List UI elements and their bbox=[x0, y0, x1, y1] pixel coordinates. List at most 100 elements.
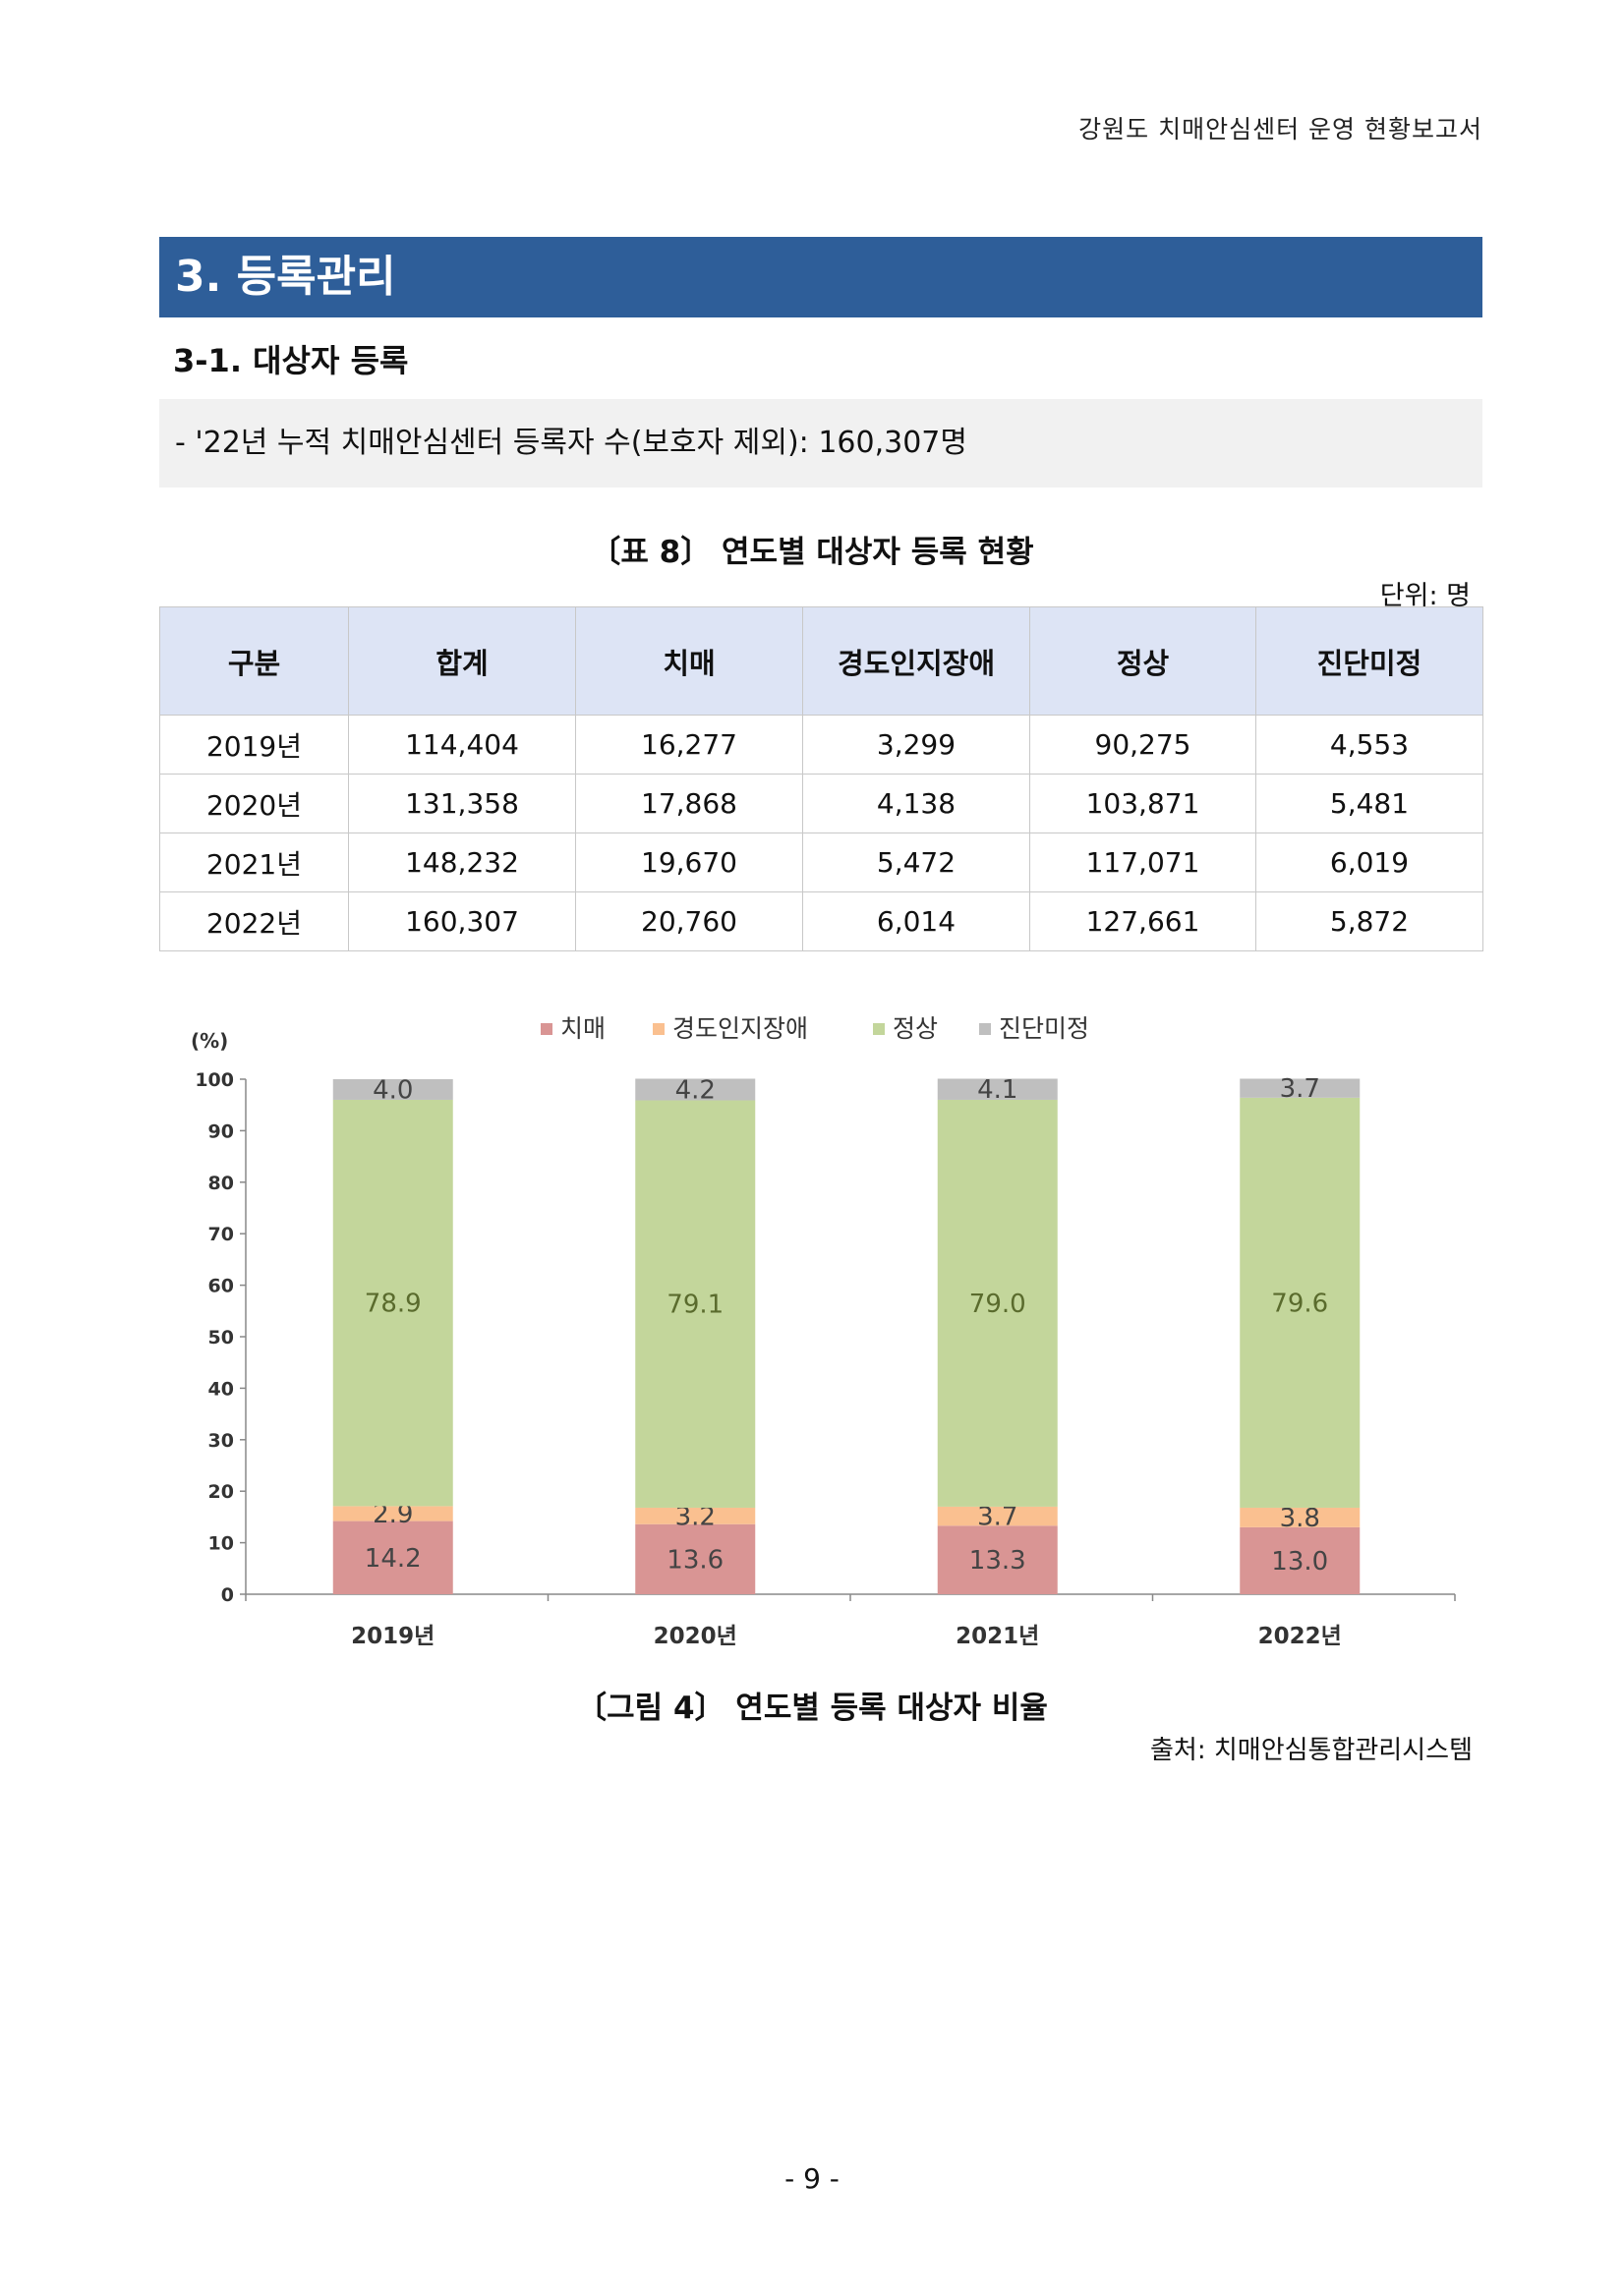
legend-label: 진단미정 bbox=[999, 1014, 1089, 1043]
data-label: 79.1 bbox=[667, 1291, 724, 1320]
table-cell: 103,871 bbox=[1029, 774, 1256, 833]
header-cell-undiagnosed: 진단미정 bbox=[1255, 606, 1483, 716]
data-label: 4.2 bbox=[675, 1075, 716, 1105]
bar-segment bbox=[635, 1100, 756, 1508]
legend-label: 치매 bbox=[560, 1014, 606, 1043]
data-label: 79.0 bbox=[969, 1290, 1026, 1319]
table-cell: 6,019 bbox=[1255, 832, 1483, 892]
y-tick-label: 20 bbox=[208, 1481, 234, 1503]
y-axis-label: (%) bbox=[191, 1029, 228, 1053]
header-cell-normal: 정상 bbox=[1029, 606, 1256, 716]
data-label: 4.1 bbox=[977, 1075, 1017, 1105]
table-row: 2021년 148,232 19,670 5,472 117,071 6,019 bbox=[159, 832, 1483, 892]
bar-segment bbox=[1240, 1078, 1361, 1098]
header-cell-dementia: 치매 bbox=[575, 606, 803, 716]
running-header: 강원도 치매안심센터 운영 현황보고서 bbox=[1078, 115, 1482, 144]
page-number: - 9 - bbox=[784, 2162, 840, 2195]
registration-table: 구분 합계 치매 경도인지장애 정상 진단미정 2019년 114,404 16… bbox=[159, 606, 1483, 951]
data-label: 4.0 bbox=[373, 1075, 413, 1105]
header-cell-category: 구분 bbox=[159, 606, 349, 716]
legend-swatch bbox=[541, 1023, 552, 1035]
table-header-row: 구분 합계 치매 경도인지장애 정상 진단미정 bbox=[159, 606, 1483, 716]
bar-segment bbox=[937, 1099, 1058, 1507]
header-cell-total: 합계 bbox=[348, 606, 576, 716]
figure-source: 출처: 치매안심통합관리시스템 bbox=[1150, 1736, 1473, 1765]
table-cell: 17,868 bbox=[575, 774, 803, 833]
bar-segment bbox=[635, 1078, 756, 1101]
data-label: 3.7 bbox=[1280, 1074, 1320, 1104]
table-cell: 20,760 bbox=[575, 891, 803, 951]
bar-segment bbox=[332, 1099, 453, 1507]
data-label: 3.7 bbox=[977, 1503, 1017, 1532]
table-cell: 2020년 bbox=[159, 774, 349, 833]
y-tick-label: 70 bbox=[208, 1224, 234, 1245]
y-tick-label: 30 bbox=[208, 1430, 234, 1452]
table-cell: 5,872 bbox=[1255, 891, 1483, 951]
summary-text: - '22년 누적 치매안심센터 등록자 수(보호자 제외): 160,307명 bbox=[175, 426, 967, 460]
summary-box: - '22년 누적 치매안심센터 등록자 수(보호자 제외): 160,307명 bbox=[159, 399, 1482, 488]
table-cell: 4,553 bbox=[1255, 715, 1483, 775]
table-cell: 19,670 bbox=[575, 832, 803, 892]
table-cell: 160,307 bbox=[348, 891, 576, 951]
legend-swatch bbox=[653, 1023, 665, 1035]
table-cell: 131,358 bbox=[348, 774, 576, 833]
bar-segment bbox=[635, 1507, 756, 1524]
bar-segment bbox=[937, 1078, 1058, 1100]
legend-label: 정상 bbox=[893, 1014, 938, 1043]
bar-segment bbox=[332, 1079, 453, 1100]
table-row: 2019년 114,404 16,277 3,299 90,275 4,553 bbox=[159, 715, 1483, 775]
x-tick-label: 2019년 bbox=[351, 1624, 435, 1649]
x-tick-label: 2020년 bbox=[654, 1624, 737, 1649]
table-cell: 114,404 bbox=[348, 715, 576, 775]
data-label: 13.0 bbox=[1271, 1547, 1328, 1577]
data-label: 78.9 bbox=[365, 1290, 422, 1319]
section-title: 3. 등록관리 bbox=[159, 237, 1482, 317]
data-label: 3.8 bbox=[1280, 1504, 1320, 1533]
data-label: 14.2 bbox=[365, 1544, 422, 1574]
subsection-title: 3-1. 대상자 등록 bbox=[173, 342, 409, 379]
table-cell: 117,071 bbox=[1029, 832, 1256, 892]
y-tick-label: 40 bbox=[208, 1378, 234, 1400]
legend-swatch bbox=[873, 1023, 885, 1035]
table-row: 2020년 131,358 17,868 4,138 103,871 5,481 bbox=[159, 774, 1483, 833]
bar-segment bbox=[332, 1506, 453, 1521]
table-unit: 단위: 명 bbox=[1379, 581, 1471, 611]
bar-segment bbox=[1240, 1507, 1361, 1527]
y-tick-label: 0 bbox=[221, 1584, 234, 1606]
table-cell: 4,138 bbox=[802, 774, 1030, 833]
table-cell: 2019년 bbox=[159, 715, 349, 775]
legend-label: 경도인지장애 bbox=[672, 1014, 808, 1043]
y-tick-label: 10 bbox=[208, 1533, 234, 1555]
table-cell: 127,661 bbox=[1029, 891, 1256, 951]
stacked-bar-chart: (%)010203040506070809010014.22.978.94.02… bbox=[191, 1014, 1456, 1649]
y-tick-label: 100 bbox=[195, 1069, 234, 1091]
table-cell: 2021년 bbox=[159, 832, 349, 892]
table-cell: 5,481 bbox=[1255, 774, 1483, 833]
bar-segment bbox=[1240, 1526, 1361, 1594]
table-cell: 6,014 bbox=[802, 891, 1030, 951]
data-label: 13.3 bbox=[969, 1546, 1026, 1576]
y-tick-label: 50 bbox=[208, 1327, 234, 1349]
bar-segment bbox=[937, 1506, 1058, 1526]
legend-swatch bbox=[979, 1023, 991, 1035]
data-label: 79.6 bbox=[1271, 1289, 1328, 1318]
figure-caption: 〔그림 4〕 연도별 등록 대상자 비율 bbox=[576, 1691, 1048, 1726]
table-row: 2022년 160,307 20,760 6,014 127,661 5,872 bbox=[159, 891, 1483, 951]
table-cell: 5,472 bbox=[802, 832, 1030, 892]
data-label: 13.6 bbox=[667, 1545, 724, 1575]
table-caption: 〔표 8〕 연도별 대상자 등록 현황 bbox=[590, 535, 1034, 570]
bar-segment bbox=[1240, 1097, 1361, 1508]
table-cell: 16,277 bbox=[575, 715, 803, 775]
x-tick-label: 2022년 bbox=[1258, 1624, 1342, 1649]
x-tick-label: 2021년 bbox=[956, 1624, 1039, 1649]
y-tick-label: 90 bbox=[208, 1120, 234, 1142]
bar-segment bbox=[937, 1525, 1058, 1594]
table-cell: 148,232 bbox=[348, 832, 576, 892]
header-cell-mci: 경도인지장애 bbox=[802, 606, 1030, 716]
table-cell: 2022년 bbox=[159, 891, 349, 951]
table-cell: 90,275 bbox=[1029, 715, 1256, 775]
y-tick-label: 60 bbox=[208, 1276, 234, 1297]
bar-segment bbox=[635, 1523, 756, 1594]
table-cell: 3,299 bbox=[802, 715, 1030, 775]
y-tick-label: 80 bbox=[208, 1173, 234, 1194]
